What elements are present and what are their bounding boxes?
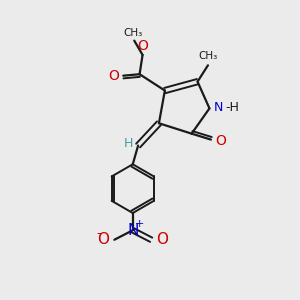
Text: +: + [135,219,144,229]
Text: CH₃: CH₃ [123,28,142,38]
Text: O: O [157,232,169,247]
Text: O: O [97,232,109,247]
Text: O: O [108,69,119,83]
Text: -: - [97,227,101,240]
Text: O: O [215,134,226,148]
Text: -H: -H [225,101,239,114]
Text: O: O [138,39,148,53]
Text: H: H [123,137,133,150]
Text: N: N [127,223,138,238]
Text: N: N [214,101,223,114]
Text: CH₃: CH₃ [198,51,218,62]
